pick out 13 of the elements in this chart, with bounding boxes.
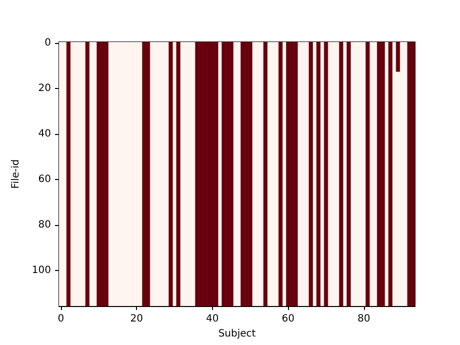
x-axis-title: Subject [218,328,256,340]
y-axis-title: File-id [10,159,22,189]
x-tick-label: 20 [130,314,144,324]
x-tick-label: 40 [206,314,219,324]
x-tick-label: 60 [282,314,294,324]
x-tick-label: 80 [358,314,370,324]
x-tick-label: 0 [58,314,64,324]
y-tick-label: 100 [32,265,51,276]
y-tick-label: 80 [38,220,51,231]
y-tick-label: 60 [38,174,51,186]
y-tick-label: 40 [38,128,51,140]
y-tick-label: 20 [38,83,51,94]
y-tick-label: 0 [44,38,51,49]
